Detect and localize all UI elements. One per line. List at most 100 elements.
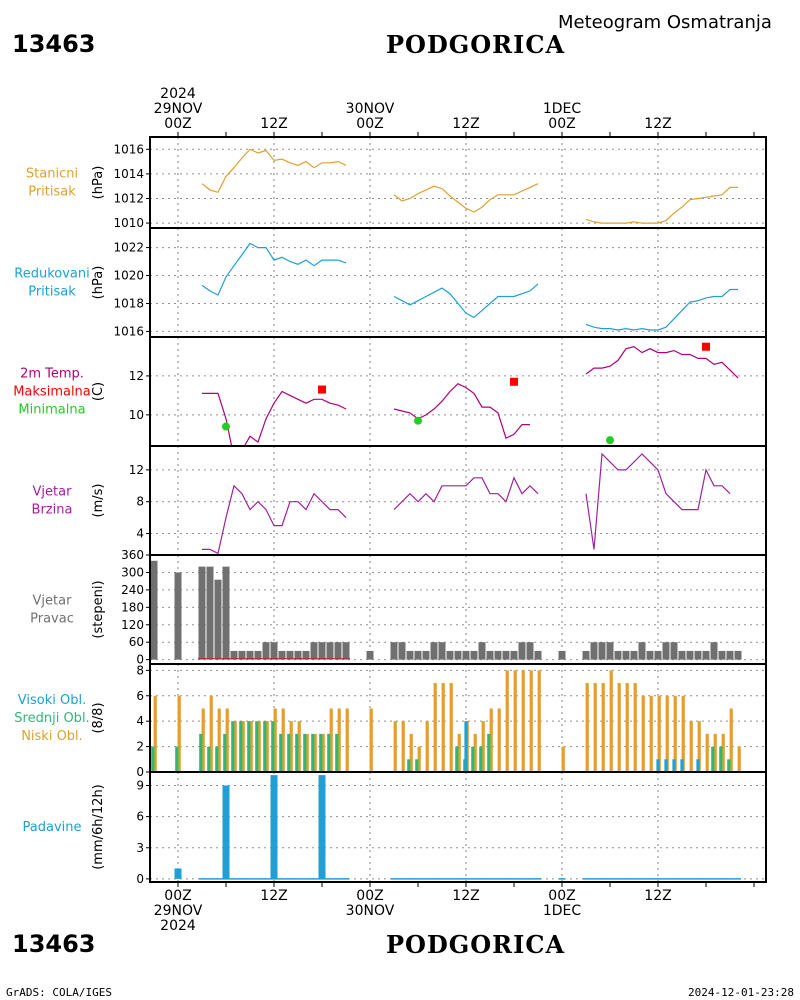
mid-clouds-bar	[455, 746, 459, 772]
wind-dir-bar	[278, 650, 286, 660]
time-label-bottom: 29NOV	[154, 903, 203, 919]
low-clouds-bar	[289, 721, 293, 772]
temperature-series-line	[243, 390, 347, 447]
temperature-tick-label: 10	[129, 408, 144, 422]
wind-dir-bar	[270, 642, 278, 660]
wind-dir-bar	[318, 642, 326, 660]
temperature-label: 2m Temp.	[20, 367, 84, 382]
low-clouds-bar	[737, 746, 741, 772]
time-label-top: 00Z	[548, 116, 575, 132]
low-clouds-bar	[449, 683, 453, 772]
wind-dir-bar	[406, 650, 414, 660]
wind-dir-bar	[454, 650, 462, 660]
wind-dir-bar	[334, 642, 342, 660]
low-clouds-bar	[513, 670, 517, 772]
precip-bar	[222, 785, 230, 879]
panel-clouds	[146, 663, 767, 773]
low-clouds-bar	[257, 721, 261, 772]
low-clouds-bar	[489, 708, 493, 772]
mid-clouds-bar	[215, 746, 219, 772]
low-clouds-bar	[441, 683, 445, 772]
wind-dir-bar	[342, 642, 350, 660]
mid-clouds-bar	[239, 721, 243, 772]
wind-dir-bar	[398, 642, 406, 660]
time-label-bottom: 12Z	[644, 888, 671, 904]
precip-bar	[270, 775, 278, 879]
high-clouds-bar	[656, 759, 660, 772]
high-clouds-bar	[696, 759, 700, 772]
low-clouds-bar	[601, 683, 605, 772]
clouds-label: Srednji Obl.	[14, 711, 89, 726]
temperature-series-line	[393, 382, 530, 440]
reduced_pressure-series-line	[393, 283, 539, 319]
mid-clouds-bar	[151, 746, 155, 772]
low-clouds-bar	[729, 708, 733, 772]
wind-dir-bar	[286, 650, 294, 660]
reduced_pressure-tick-label: 1020	[113, 269, 144, 283]
wind-dir-bar	[478, 642, 486, 660]
time-label-top: 00Z	[164, 116, 191, 132]
station_pressure-series-line	[201, 148, 347, 194]
station_pressure-series-line	[585, 186, 738, 224]
time-label-bottom: 00Z	[548, 888, 575, 904]
low-clouds-bar	[713, 733, 717, 772]
wind_dir-tick-label: 240	[121, 583, 144, 597]
wind-dir-bar	[486, 650, 494, 660]
wind-dir-bar	[414, 650, 422, 660]
wind-dir-bar	[630, 650, 638, 660]
wind-dir-bar	[294, 650, 302, 660]
wind-dir-bar	[422, 650, 430, 660]
clouds-tick-label: 2	[136, 740, 144, 754]
wind_speed-tick-label: 12	[129, 463, 144, 477]
time-label-top: 12Z	[452, 116, 479, 132]
reduced_pressure-label: Pritisak	[28, 285, 76, 300]
clouds-unit-label: (8/8)	[91, 702, 106, 733]
low-clouds-bar	[473, 733, 477, 772]
low-clouds-bar	[329, 708, 333, 772]
precip-bar	[318, 775, 326, 879]
wind_speed-tick-label: 8	[136, 495, 144, 509]
wind-dir-bar	[606, 642, 614, 660]
high-clouds-bar	[680, 759, 684, 772]
wind_dir-tick-label: 360	[121, 548, 144, 562]
reduced_pressure-series-line	[585, 288, 738, 331]
mid-clouds-bar	[407, 759, 411, 772]
low-clouds-bar	[705, 733, 709, 772]
low-clouds-bar	[681, 695, 685, 772]
low-clouds-bar	[609, 670, 613, 772]
mid-clouds-bar	[295, 733, 299, 772]
low-clouds-bar	[689, 721, 693, 772]
mid-clouds-bar	[415, 759, 419, 772]
reduced_pressure-tick-label: 1018	[113, 296, 144, 310]
low-clouds-bar	[305, 733, 309, 772]
low-clouds-bar	[497, 708, 501, 772]
panel-station_pressure	[146, 136, 767, 229]
wind-dir-bar	[726, 650, 734, 660]
low-clouds-bar	[337, 708, 341, 772]
panel-wind_dir	[146, 554, 767, 665]
station_pressure-unit-label: (hPa)	[91, 166, 106, 200]
low-clouds-bar	[297, 721, 301, 772]
wind_speed-series-line	[393, 476, 539, 511]
low-clouds-bar	[585, 683, 589, 772]
precip-frame	[149, 771, 767, 883]
mid-clouds-bar	[471, 746, 475, 772]
tmin-marker	[222, 422, 230, 431]
reduced_pressure-tick-label: 1016	[113, 324, 144, 338]
reduced_pressure-tick-label: 1022	[113, 241, 144, 255]
precip-tick-label: 9	[136, 778, 144, 792]
precip-label: Padavine	[23, 820, 82, 835]
panel-precip	[146, 771, 767, 883]
wind-dir-bar	[214, 579, 222, 660]
city-title-bottom: PODGORICA	[386, 930, 566, 959]
wind_speed-series-line	[202, 484, 347, 555]
temperature-unit-label: (C)	[91, 382, 106, 401]
mid-clouds-bar	[287, 733, 291, 772]
wind-dir-bar	[686, 650, 694, 660]
low-clouds-bar	[673, 695, 677, 772]
wind_dir-tick-label: 180	[121, 600, 144, 614]
low-clouds-bar	[657, 695, 661, 772]
wind-dir-bar	[694, 650, 702, 660]
station_pressure-series-line	[393, 183, 539, 213]
panel-temperature	[146, 336, 767, 447]
